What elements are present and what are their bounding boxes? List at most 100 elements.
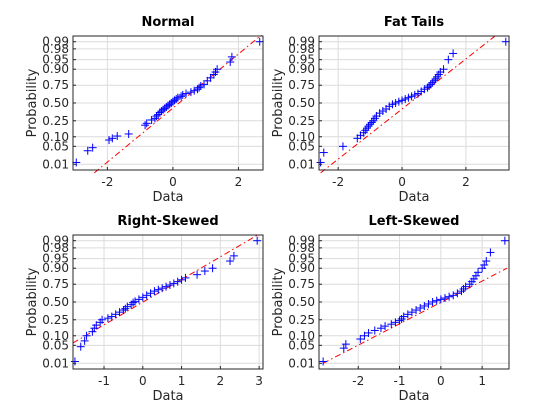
- y-tick-label: 0.95: [42, 252, 69, 266]
- y-tick-label: 0.10: [288, 130, 315, 144]
- y-tick-label: 0.95: [288, 53, 315, 67]
- data-point: [200, 267, 209, 276]
- data-point: [449, 49, 458, 58]
- data-point: [370, 326, 379, 335]
- x-tick-label: -1: [98, 374, 110, 388]
- y-tick-label: 0.99: [42, 35, 69, 49]
- y-tick-label: 0.25: [288, 313, 315, 327]
- y-tick-label: 0.99: [288, 35, 315, 49]
- data-point: [364, 328, 373, 337]
- data-point: [360, 331, 369, 340]
- y-tick-label: 0.25: [288, 114, 315, 128]
- panel-3: -1 0 1 2 30.010.050.100.250.500.750.900.950.…: [25, 214, 264, 404]
- data-point: [142, 291, 151, 300]
- data-point: [399, 312, 408, 321]
- data-point: [82, 331, 91, 340]
- reference-line: [322, 267, 508, 364]
- panel-title: Left-Skewed: [369, 214, 460, 229]
- x-axis-label: Data: [398, 190, 429, 205]
- data-point: [378, 107, 387, 116]
- reference-line: [93, 34, 262, 174]
- data-point: [385, 102, 394, 111]
- y-tick-label: 0.05: [42, 139, 69, 153]
- data-point: [227, 52, 236, 61]
- y-tick-label: 0.50: [42, 295, 69, 309]
- data-point: [420, 85, 429, 94]
- data-point: [88, 327, 97, 336]
- data-point: [150, 287, 159, 296]
- x-tick-label: 2: [235, 175, 243, 189]
- y-tick-label: 0.95: [288, 252, 315, 266]
- data-point: [138, 293, 147, 302]
- y-tick-label: 0.99: [42, 234, 69, 248]
- data-point: [471, 271, 480, 280]
- data-point: [394, 97, 403, 106]
- data-point: [226, 58, 235, 67]
- data-point: [70, 357, 79, 366]
- data-point: [391, 99, 400, 107]
- data-point: [403, 310, 412, 319]
- data-point: [480, 260, 489, 269]
- data-point: [72, 158, 81, 167]
- data-point: [431, 74, 440, 83]
- y-tick-label: 0.50: [42, 96, 69, 110]
- reference-line: [320, 34, 497, 174]
- y-tick-label: 0.50: [288, 96, 315, 110]
- data-point: [401, 95, 410, 104]
- panel-1: -2 0 2 0.01 0.050.10 0.25 0.50 0.75 0.900.950.98…: [25, 15, 264, 205]
- data-point: [200, 80, 209, 89]
- x-tick-label: 2: [217, 374, 225, 388]
- data-point: [181, 273, 190, 282]
- data-point: [169, 279, 178, 288]
- x-tick-label: 0: [398, 175, 406, 189]
- panel-title: Normal: [142, 15, 195, 30]
- y-tick-label: 0.10: [42, 130, 69, 144]
- data-point: [129, 298, 138, 307]
- data-point: [381, 322, 390, 331]
- data-point: [83, 146, 92, 155]
- y-axis-label: Probability: [25, 267, 40, 336]
- data-point: [206, 73, 215, 82]
- data-point: [412, 306, 421, 315]
- data-point: [123, 302, 132, 311]
- data-point: [395, 316, 404, 325]
- data-point: [152, 112, 161, 121]
- y-tick-label: 0.01: [42, 157, 69, 171]
- data-point: [425, 82, 434, 91]
- data-point: [208, 264, 217, 273]
- data-point: [428, 78, 437, 87]
- data-point: [364, 122, 373, 131]
- y-tick-label: 0.25: [42, 313, 69, 327]
- data-point: [154, 285, 163, 294]
- data-point: [105, 136, 114, 145]
- panel-4: -2 -1 0 10.010.050.100.250.500.750.900.950.…: [271, 214, 510, 404]
- y-tick-label: 0.98: [42, 42, 69, 56]
- data-point: [226, 257, 235, 266]
- x-tick-label: 2: [462, 175, 470, 189]
- data-point: [432, 296, 441, 305]
- data-point: [391, 318, 400, 327]
- data-point: [190, 86, 199, 95]
- data-point: [319, 357, 328, 366]
- x-axis-label: Data: [152, 389, 183, 404]
- y-tick-label: 0.75: [288, 277, 315, 291]
- y-tick-label: 0.05: [42, 338, 69, 352]
- data-point: [253, 236, 262, 245]
- data-point: [413, 89, 422, 98]
- data-point: [172, 95, 181, 104]
- x-tick-label: -2: [101, 175, 113, 189]
- y-tick-label: 0.01: [42, 356, 69, 370]
- y-tick-label: 0.98: [42, 241, 69, 255]
- data-point: [158, 284, 167, 293]
- y-axis-label: Probability: [271, 68, 286, 137]
- x-axis-label: Data: [398, 389, 429, 404]
- x-tick-label: 0: [169, 175, 177, 189]
- data-point: [453, 289, 462, 298]
- x-axis-label: Data: [152, 190, 183, 205]
- y-tick-label: 0.90: [42, 62, 69, 76]
- y-tick-label: 0.01: [288, 356, 315, 370]
- data-point: [76, 342, 85, 351]
- data-point: [115, 308, 124, 317]
- data-point: [319, 148, 328, 157]
- data-point: [501, 37, 510, 46]
